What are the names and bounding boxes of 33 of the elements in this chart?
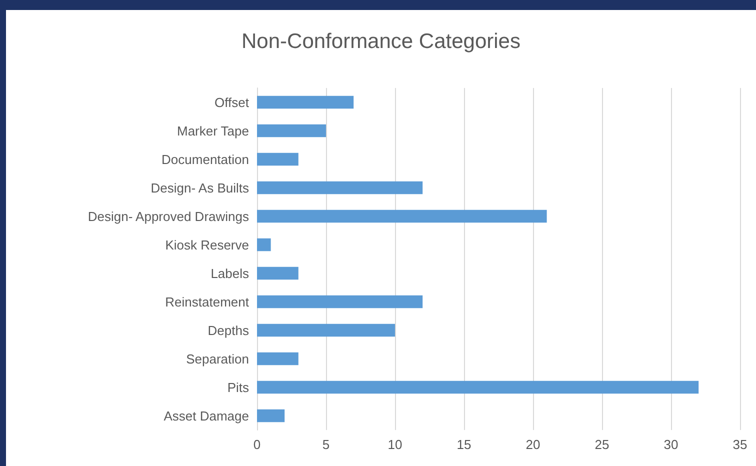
y-tick-label: Asset Damage — [164, 408, 249, 424]
bar — [257, 210, 547, 223]
y-tick-label: Documentation — [162, 152, 249, 167]
x-tick-label: 15 — [456, 437, 472, 452]
bar — [257, 380, 699, 394]
y-tick-label: Reinstatement — [165, 294, 250, 310]
bar — [257, 352, 298, 366]
y-tick-label: Labels — [210, 266, 250, 281]
x-tick-label: 25 — [594, 437, 610, 452]
bar — [257, 96, 354, 109]
y-tick-label: Kiosk Reserve — [165, 237, 249, 252]
x-tick-label: 10 — [388, 437, 402, 452]
bar — [257, 238, 271, 252]
bar — [257, 152, 298, 166]
y-tick-label: Marker Tape — [176, 123, 249, 138]
x-tick-label: 20 — [526, 437, 540, 452]
x-tick-label: 30 — [664, 437, 678, 452]
x-tick-label: 35 — [732, 437, 748, 452]
x-tick-label: 0 — [253, 437, 261, 452]
y-tick-label: Design- Approved Drawings — [88, 208, 250, 224]
bar — [257, 324, 395, 337]
bar — [257, 266, 298, 280]
chart-title: Non-Conformance Categories — [242, 30, 520, 53]
y-tick-label: Depths — [208, 322, 250, 338]
bar — [257, 181, 423, 194]
bar — [257, 124, 326, 138]
y-tick-label: Offset — [214, 94, 250, 110]
y-tick-label: Separation — [186, 351, 249, 366]
x-tick-label: 5 — [322, 437, 330, 452]
y-tick-label: Design- As Builts — [150, 180, 250, 196]
bar — [257, 409, 285, 422]
bar — [257, 295, 423, 308]
y-tick-label: Pits — [227, 380, 250, 395]
